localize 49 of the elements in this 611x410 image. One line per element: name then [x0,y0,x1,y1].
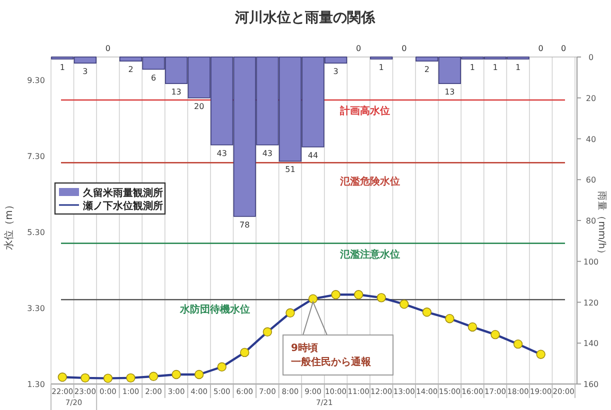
data-label: 43 [262,148,273,158]
chart-title: 河川水位と雨量の関係 [234,10,376,26]
data-label: 44 [308,150,318,160]
ref-line-label: 水防団待機水位 [179,304,250,316]
data-label: 3 [333,67,338,76]
data-label: 0 [356,44,362,53]
data-label: 6 [150,73,156,82]
y-tick-label: 1.30 [27,380,45,389]
data-label: 51 [285,165,296,174]
data-label: 0 [561,44,566,53]
data-label: 43 [216,148,227,158]
y2-tick-label: 0 [588,53,594,62]
data-label: 0 [538,44,544,53]
data-label: 78 [240,220,250,230]
bar [370,56,393,60]
annotation: 9時頃 [291,342,318,354]
y-tick-label: 7.30 [27,152,45,161]
data-label: 20 [194,102,204,111]
y2-tick-label: 80 [586,216,596,226]
y2-tick-label: 140 [583,339,599,348]
y2-tick-label: 120 [583,298,599,308]
data-label: 1 [378,63,384,72]
y-tick-label: 3.30 [27,304,45,313]
data-label: 13 [171,88,182,97]
y2-tick-label: 60 [586,176,596,185]
data-label: 1 [515,63,521,72]
legend-label: 瀬ノ下水位観測所 [82,200,163,212]
y2-tick-label: 100 [583,257,599,266]
legend-label: 久留米雨量観測所 [82,187,163,199]
data-label: 0 [105,44,111,53]
data-label: 1 [492,63,498,72]
y2-tick-label: 20 [586,94,596,103]
data-label: 2 [128,65,134,74]
ref-line-label: 計画高水位 [339,104,390,117]
y2-axis-title: 雨量（mm/h） [596,191,607,259]
data-label: 3 [82,67,88,76]
data-label: 1 [60,63,65,72]
y2-tick-label: 160 [583,380,599,389]
ref-line-label: 氾濫注意水位 [339,248,400,260]
y-axis-title: 水位（m） [3,200,15,250]
data-label: 13 [444,88,455,97]
annotation: 一般住民から通報 [291,356,372,368]
data-label: 1 [470,63,476,72]
y2-tick-label: 40 [586,134,596,144]
ref-line-label: 氾濫危険水位 [339,176,400,188]
data-label: 2 [424,65,430,74]
y-tick-label: 9.30 [27,76,45,85]
y-tick-label: 5.30 [27,228,45,237]
data-label: 0 [402,44,407,53]
